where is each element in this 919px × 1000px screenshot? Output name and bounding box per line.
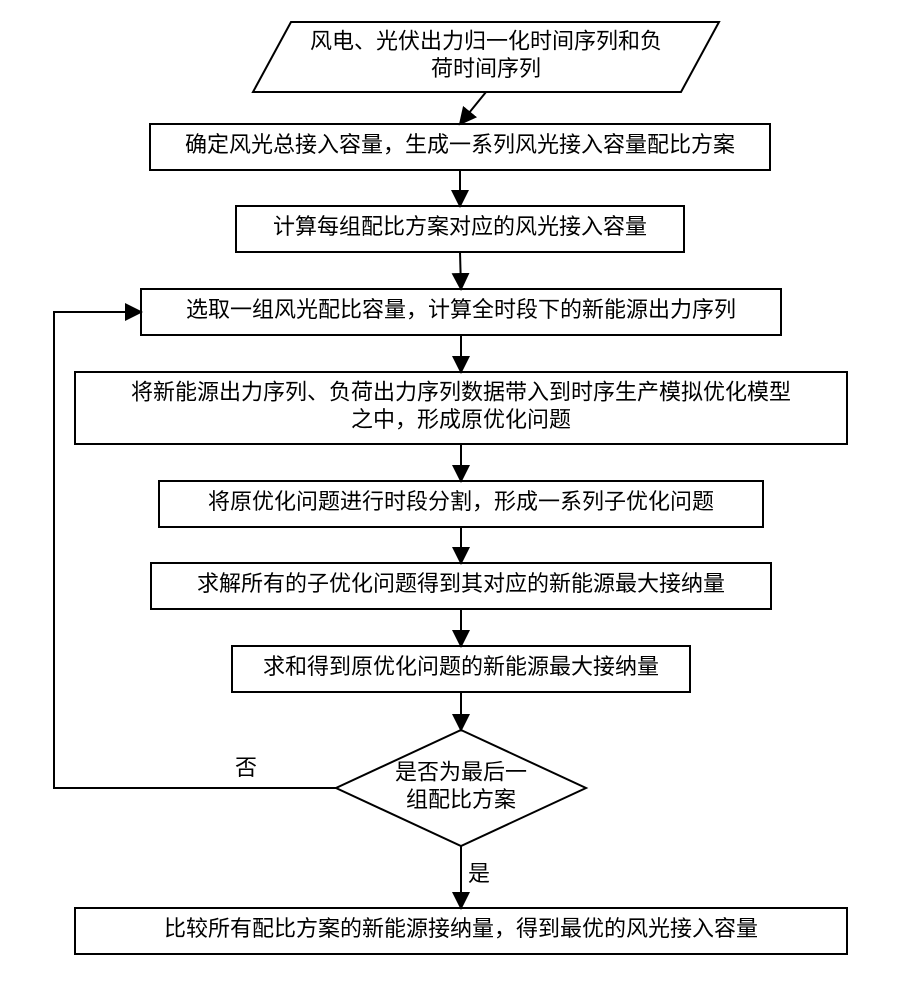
node-n3: 选取一组风光配比容量，计算全时段下的新能源出力序列 <box>141 289 781 335</box>
edge-label: 否 <box>235 755 257 780</box>
node-text: 求和得到原优化问题的新能源最大接纳量 <box>263 654 659 679</box>
node-text: 组配比方案 <box>406 787 516 812</box>
node-text: 计算每组配比方案对应的风光接入容量 <box>273 214 647 239</box>
node-n9: 比较所有配比方案的新能源接纳量，得到最优的风光接入容量 <box>75 908 847 954</box>
node-text: 将原优化问题进行时段分割，形成一系列子优化问题 <box>208 489 714 514</box>
node-text: 将新能源出力序列、负荷出力序列数据带入到时序生产模拟优化模型 <box>131 379 791 404</box>
edge-label: 是 <box>468 861 490 886</box>
node-n0: 风电、光伏出力归一化时间序列和负荷时间序列 <box>253 22 719 92</box>
node-text: 是否为最后一 <box>395 759 527 784</box>
flowchart: 风电、光伏出力归一化时间序列和负荷时间序列确定风光总接入容量，生成一系列风光接入… <box>0 0 919 1000</box>
node-n6: 求解所有的子优化问题得到其对应的新能源最大接纳量 <box>151 563 771 609</box>
edge <box>460 92 486 124</box>
node-text: 荷时间序列 <box>431 56 541 81</box>
node-text: 确定风光总接入容量，生成一系列风光接入容量配比方案 <box>185 132 735 157</box>
node-text: 求解所有的子优化问题得到其对应的新能源最大接纳量 <box>197 571 725 596</box>
node-text: 选取一组风光配比容量，计算全时段下的新能源出力序列 <box>186 297 736 322</box>
node-n1: 确定风光总接入容量，生成一系列风光接入容量配比方案 <box>150 124 770 170</box>
node-n2: 计算每组配比方案对应的风光接入容量 <box>236 206 684 252</box>
node-n8: 是否为最后一组配比方案 <box>336 730 586 846</box>
node-n4: 将新能源出力序列、负荷出力序列数据带入到时序生产模拟优化模型之中，形成原优化问题 <box>75 372 847 444</box>
node-text: 风电、光伏出力归一化时间序列和负 <box>310 28 662 53</box>
node-n7: 求和得到原优化问题的新能源最大接纳量 <box>232 646 690 692</box>
edge <box>460 252 461 289</box>
node-text: 之中，形成原优化问题 <box>351 407 571 432</box>
node-text: 比较所有配比方案的新能源接纳量，得到最优的风光接入容量 <box>164 916 758 941</box>
node-n5: 将原优化问题进行时段分割，形成一系列子优化问题 <box>159 481 763 527</box>
